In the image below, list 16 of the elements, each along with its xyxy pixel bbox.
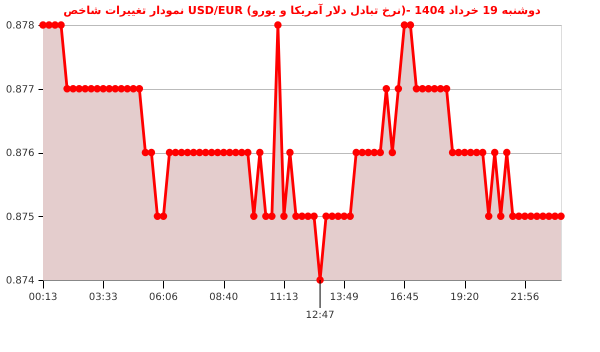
- x-tick-label: 16:45: [390, 292, 419, 303]
- y-tick-label: 0.877: [6, 84, 34, 96]
- x-tick-label: 19:20: [450, 292, 480, 303]
- y-tick-label: 0.874: [6, 276, 34, 286]
- x-tick-label: 21:56: [510, 292, 540, 303]
- x-tick-label: 06:06: [149, 292, 178, 303]
- x-tick-label: 03:33: [88, 292, 118, 303]
- y-tick-label: 0.878: [6, 20, 34, 32]
- x-tick-label: 08:40: [209, 292, 238, 303]
- x-tick-label: 11:13: [270, 292, 298, 303]
- text: 12:47: [306, 310, 334, 321]
- y-tick-label: 0.876: [6, 148, 34, 159]
- x-tick-label: 00:13: [28, 292, 58, 303]
- x-tick-label: 13:49: [330, 292, 359, 303]
- chart-title: نمودار تغییرات شاخص USD/EUR (نرخ تبادل دلار آمریکا و یورو)- دوشنبه 19 خرداد 1404: [63, 3, 541, 17]
- y-tick-label: 0.875: [6, 212, 34, 223]
